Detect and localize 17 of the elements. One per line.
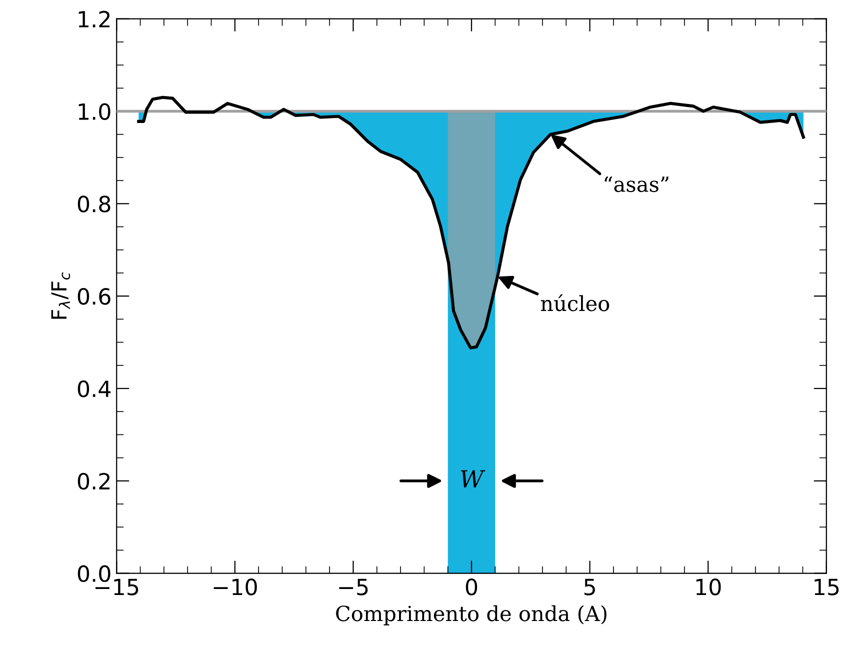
- y-tick-label: 1.2: [78, 10, 110, 28]
- y-axis-title: F$_{λ}$/F$_{c}$: [51, 272, 70, 319]
- y-tick-label: 0.6: [78, 288, 110, 305]
- x-tick-label: 15: [814, 578, 839, 596]
- x-tick-label: −10: [214, 578, 257, 596]
- y-tick-label: 0.4: [78, 380, 111, 398]
- x-tick-label: 5: [584, 578, 595, 596]
- annotation: W: [460, 470, 486, 488]
- x-tick-label: −5: [339, 578, 368, 596]
- y-tick-label: 0.2: [78, 472, 110, 490]
- x-tick-label: 0: [466, 578, 478, 596]
- x-tick-label: 10: [696, 578, 721, 596]
- x-axis-title: Comprimento de onda (A): [336, 605, 606, 626]
- y-tick-label: 0.8: [78, 196, 110, 212]
- annotation: “asas”: [604, 176, 668, 192]
- y-tick-label: 1.0: [78, 103, 110, 120]
- annotation: núcleo: [540, 294, 610, 312]
